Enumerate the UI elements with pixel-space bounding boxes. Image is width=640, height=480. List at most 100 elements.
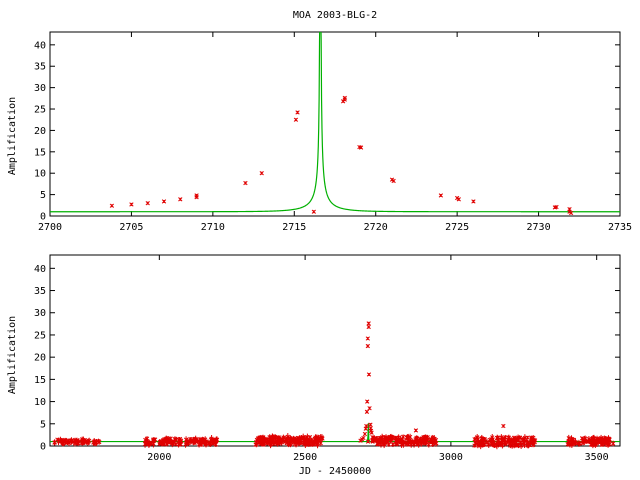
bottom-data-point: [490, 437, 495, 442]
bottom-data-point: [513, 436, 518, 442]
top-xtick-label: 2700: [38, 222, 62, 233]
bottom-data-point: [414, 442, 420, 447]
bottom-data-point: [422, 439, 428, 444]
bottom-data-point: [362, 431, 368, 437]
top-data-point: [311, 209, 316, 214]
top-data-point: [471, 199, 476, 204]
bottom-data-point: [266, 438, 272, 445]
chart-title: MOA 2003-BLG-2: [293, 10, 377, 21]
bottom-data-point: [390, 441, 396, 448]
top-data-point: [568, 210, 574, 216]
bottom-data-point: [569, 436, 574, 442]
bottom-data-point: [393, 435, 398, 442]
bottom-data-point: [473, 440, 478, 447]
top-ytick-label: 0: [40, 212, 46, 223]
bottom-data-point: [260, 442, 266, 447]
bottom-data-point: [494, 441, 500, 450]
bottom-data-point: [365, 399, 370, 404]
bottom-data-point: [280, 436, 285, 443]
bottom-data-point: [213, 437, 219, 445]
top-model-curve: [50, 32, 620, 213]
bottom-data-point: [529, 435, 534, 440]
bottom-data-point: [263, 437, 268, 444]
bottom-data-point: [426, 441, 431, 448]
bottom-data-point: [526, 440, 531, 447]
top-xtick-label: 2720: [364, 222, 388, 233]
bottom-data-point: [368, 422, 373, 427]
bottom-data-point: [405, 434, 410, 441]
bottom-data-point: [258, 434, 263, 440]
bottom-data-point: [576, 439, 582, 447]
bottom-data-point: [204, 441, 209, 446]
top-xtick-label: 2705: [119, 222, 143, 233]
top-ytick-label: 25: [34, 105, 46, 116]
bottom-data-point: [482, 438, 487, 444]
bottom-data-point: [401, 441, 406, 448]
top-data-point: [178, 197, 183, 202]
bottom-data-point: [144, 440, 149, 445]
bottom-data-point: [480, 442, 486, 448]
bottom-data-point: [153, 437, 158, 442]
bottom-data-point: [589, 442, 594, 447]
bottom-data-point: [496, 436, 501, 443]
bottom-data-point: [193, 435, 198, 443]
top-xtick-label: 2735: [608, 222, 632, 233]
bottom-xlabel: JD - 2450000: [299, 466, 371, 477]
bottom-data-point: [367, 406, 372, 411]
bottom-xtick-label: 2500: [293, 452, 317, 463]
bottom-ytick-label: 0: [40, 442, 46, 453]
bottom-data-point: [399, 438, 404, 446]
bottom-data-point: [169, 438, 174, 445]
bottom-data-point: [611, 440, 616, 447]
bottom-ytick-label: 40: [34, 264, 46, 275]
bottom-data-point: [298, 437, 303, 444]
top-data-point: [194, 193, 199, 198]
top-ytick-label: 35: [34, 62, 46, 73]
bottom-ylabel: Amplification: [7, 316, 18, 394]
top-data-point: [342, 97, 347, 102]
top-data-point: [438, 193, 444, 198]
bottom-data-point: [605, 437, 610, 445]
top-data-point: [161, 199, 167, 204]
top-xtick-label: 2730: [527, 222, 551, 233]
bottom-data-point: [501, 423, 506, 429]
bottom-data-point: [314, 441, 320, 447]
bottom-data-point: [413, 436, 418, 443]
top-data-point: [243, 180, 248, 186]
bottom-data-point: [386, 442, 392, 447]
bottom-data-point: [157, 439, 162, 446]
panel-top: Amplification 0 5 10 15 20 25 30 35 40 2700 2705 27…: [7, 31, 632, 233]
bottom-data-point: [366, 372, 372, 377]
bottom-ytick-label: 30: [34, 308, 46, 319]
top-ytick-label: 15: [34, 147, 46, 158]
bottom-data-point: [65, 440, 70, 445]
bottom-data-point: [369, 430, 374, 435]
bottom-ytick-label: 25: [34, 330, 46, 341]
bottom-data-point: [587, 438, 593, 443]
bottom-data-point: [503, 441, 508, 447]
top-xtick-label: 2715: [282, 222, 306, 233]
bottom-data-point: [92, 439, 98, 447]
bottom-data-point: [253, 442, 258, 447]
bottom-data-point: [365, 336, 370, 341]
bottom-data-point: [590, 435, 596, 442]
bottom-data-point: [386, 435, 391, 443]
bottom-data-point: [196, 438, 201, 444]
bottom-data-point: [429, 436, 434, 444]
bottom-data-point: [565, 441, 570, 447]
bottom-data-point: [500, 438, 505, 444]
bottom-data-point: [364, 409, 370, 414]
bottom-data-point: [375, 437, 381, 442]
bottom-data-point: [594, 439, 599, 445]
top-data-point: [259, 171, 264, 176]
top-xtick-label: 2725: [445, 222, 469, 233]
top-data-point: [554, 204, 559, 210]
top-data-point: [109, 203, 115, 208]
bottom-ytick-label: 20: [34, 353, 46, 364]
top-data-point: [358, 145, 364, 150]
bottom-data-point: [365, 343, 370, 349]
bottom-data-point: [293, 441, 299, 448]
top-xtick-label: 2710: [201, 222, 225, 233]
bottom-xtick-label: 2000: [147, 452, 171, 463]
